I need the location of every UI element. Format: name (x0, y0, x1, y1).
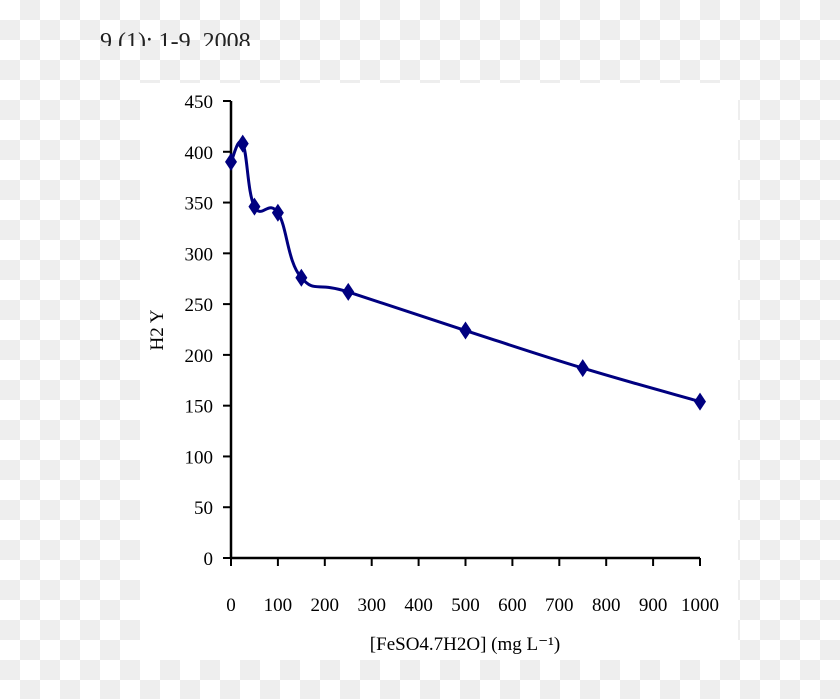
y-tick-label: 450 (185, 92, 214, 113)
data-point-marker (248, 197, 261, 216)
y-tick-label: 100 (185, 447, 214, 468)
x-axis-label: [FeSO4.7H2O] (mg L⁻¹) (370, 634, 560, 655)
x-tick-label: 500 (451, 595, 480, 616)
y-tick-label: 200 (185, 346, 214, 367)
y-axis-label: H2 Y (147, 309, 168, 350)
data-point-marker (694, 392, 706, 411)
data-point-marker (459, 321, 472, 340)
x-tick-label: 700 (545, 595, 574, 616)
data-point-marker (236, 134, 249, 153)
y-tick-label: 250 (185, 295, 214, 316)
x-tick-label: 1000 (681, 595, 719, 616)
x-tick-label: 600 (498, 595, 527, 616)
data-point-marker (271, 203, 284, 222)
chart-panel (140, 83, 738, 660)
y-tick-label: 50 (194, 498, 213, 519)
x-tick-label: 0 (226, 595, 236, 616)
x-tick-label: 300 (357, 595, 386, 616)
data-point-marker (225, 152, 237, 171)
x-tick-label: 900 (639, 595, 668, 616)
x-tick-label: 200 (311, 595, 340, 616)
data-point-marker (342, 282, 355, 301)
citation-text: 9 (1): 1-9, 2008 (100, 29, 251, 46)
y-tick-label: 0 (204, 549, 214, 570)
x-tick-label: 100 (264, 595, 293, 616)
y-tick-label: 400 (185, 143, 214, 164)
x-tick-label: 400 (404, 595, 433, 616)
x-tick-label: 800 (592, 595, 621, 616)
y-tick-label: 150 (185, 397, 214, 418)
series-line (229, 140, 701, 404)
data-point-marker (576, 359, 589, 378)
y-tick-label: 350 (185, 194, 214, 215)
data-point-marker (295, 268, 308, 287)
y-tick-label: 300 (185, 244, 214, 265)
